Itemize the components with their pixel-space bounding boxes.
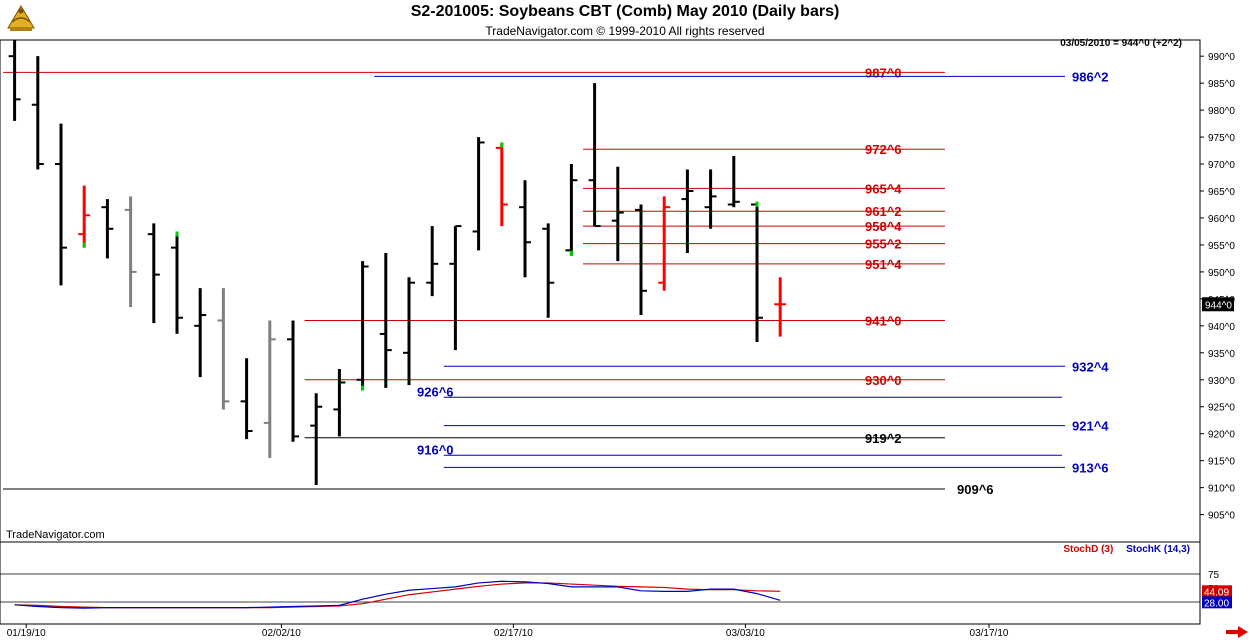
ohlc-bar: [101, 199, 114, 259]
date-tick-label: 03/17/10: [970, 628, 1009, 639]
ohlc-bar: [588, 83, 601, 228]
ohlc-bar: [310, 393, 323, 485]
price-tick-label: 960^0: [1208, 214, 1235, 225]
level-label: 926^6: [417, 384, 454, 399]
level-label: 916^0: [417, 442, 454, 457]
ohlc-bar: [542, 223, 555, 318]
price-tick-label: 920^0: [1208, 430, 1235, 441]
price-tick-label: 950^0: [1208, 268, 1235, 279]
ohlc-bar: [472, 137, 485, 251]
ohlc-bar: [124, 196, 137, 307]
ohlc-bars: [8, 40, 787, 485]
price-axis: 990^0 985^0 980^0 975^0 970^0 965^0 960^0 955^0…: [1200, 52, 1235, 522]
price-tick-label: 905^0: [1208, 511, 1235, 522]
ohlc-bar: [519, 180, 531, 278]
stoch-d-line: [14, 582, 781, 609]
ohlc-bar: [333, 368, 346, 437]
price-tick-label: 970^0: [1208, 160, 1235, 171]
level-label: 955^2: [865, 237, 902, 252]
ohlc-bar: [449, 225, 462, 351]
ohlc-bar: [31, 56, 44, 170]
level-label: 951^4: [865, 257, 902, 272]
last-price-label: 944^0: [1205, 300, 1232, 311]
stoch-tick-label: 75: [1208, 570, 1220, 581]
ohlc-bar: [635, 204, 647, 316]
stoch-k-value: 28.00: [1204, 598, 1229, 609]
sextant-logo-icon: [4, 2, 38, 32]
date-tick-label: 03/03/10: [726, 628, 765, 639]
ohlc-bar: [774, 277, 787, 337]
ohlc-bar: [495, 142, 508, 227]
price-tick-label: 910^0: [1208, 484, 1235, 495]
ohlc-bar: [379, 253, 392, 388]
ohlc-bar: [55, 123, 67, 286]
ohlc-bar: [751, 201, 763, 343]
price-tick-label: 965^0: [1208, 187, 1235, 198]
date-tick-label: 01/19/10: [7, 628, 46, 639]
date-tick-label: 02/02/10: [262, 628, 301, 639]
ohlc-bar: [565, 164, 578, 256]
price-tick-label: 930^0: [1208, 376, 1235, 387]
price-tick-label: 985^0: [1208, 79, 1235, 90]
level-label: 919^2: [865, 431, 902, 446]
price-tick-label: 940^0: [1208, 322, 1235, 333]
ohlc-bar: [287, 320, 299, 442]
ohlc-bar: [147, 223, 160, 324]
ohlc-bar: [194, 288, 207, 378]
price-tick-label: 915^0: [1208, 457, 1235, 468]
level-label: 941^0: [865, 313, 902, 328]
scroll-right-arrow-icon[interactable]: [1226, 625, 1248, 638]
level-label: 987^0: [865, 65, 902, 80]
price-tick-label: 955^0: [1208, 241, 1235, 252]
stoch-k-line: [14, 580, 781, 609]
ohlc-bar: [240, 358, 253, 440]
ohlc-bar: [8, 40, 21, 121]
ohlc-bar: [727, 155, 740, 208]
date-tick-label: 02/17/10: [494, 628, 533, 639]
price-tick-label: 925^0: [1208, 403, 1235, 414]
ohlc-bar: [426, 226, 439, 297]
watermark: TradeNavigator.com: [6, 529, 105, 541]
copyright-subtitle: TradeNavigator.com © 1999-2010 All right…: [485, 24, 765, 38]
ohlc-bar: [217, 288, 230, 410]
stoch-d-value-box: [1202, 585, 1232, 598]
ohlc-bar: [611, 166, 624, 262]
level-label: 921^4: [1072, 419, 1109, 434]
level-label: 972^6: [865, 142, 902, 157]
level-label: 958^4: [865, 219, 902, 234]
price-panel-frame: [0, 39, 1201, 543]
ohlc-bar: [356, 261, 369, 391]
ohlc-bar: [681, 169, 694, 254]
level-label: 913^6: [1072, 460, 1109, 475]
price-readout: 03/05/2010 = 944^0 (+2^2): [1060, 38, 1182, 49]
stoch-d-value: 44.09: [1204, 587, 1229, 598]
ohlc-bar: [263, 320, 276, 458]
date-axis: 01/19/10 02/02/10 02/17/10 03/03/10 03/17/10: [7, 624, 1009, 639]
price-tick-label: 975^0: [1208, 133, 1235, 144]
price-tick-label: 980^0: [1208, 106, 1235, 117]
stoch-k-value-box: [1202, 596, 1232, 609]
ohlc-bar: [403, 277, 415, 386]
stoch-d-label: StochD (3): [1063, 544, 1114, 555]
stoch-legend: StochD (3) StochK (14,3): [1063, 544, 1190, 555]
level-label: 986^2: [1072, 69, 1109, 84]
chart-title: S2-201005: Soybeans CBT (Comb) May 2010 …: [410, 3, 840, 20]
stoch-panel-frame: [0, 541, 1201, 625]
level-label: 961^2: [865, 204, 902, 219]
ohlc-bar: [171, 231, 183, 334]
ohlc-bar: [658, 196, 671, 291]
price-tick-label: 990^0: [1208, 52, 1235, 63]
level-label: 909^6: [957, 482, 994, 497]
level-label: 932^4: [1072, 359, 1109, 374]
last-price-box: [1202, 297, 1234, 312]
ohlc-bar: [704, 169, 717, 229]
price-tick-label: 935^0: [1208, 349, 1235, 360]
ohlc-bar: [78, 185, 91, 248]
level-label: 930^0: [865, 373, 902, 388]
level-label: 965^4: [865, 181, 902, 196]
stoch-k-label: StochK (14,3): [1126, 544, 1190, 555]
